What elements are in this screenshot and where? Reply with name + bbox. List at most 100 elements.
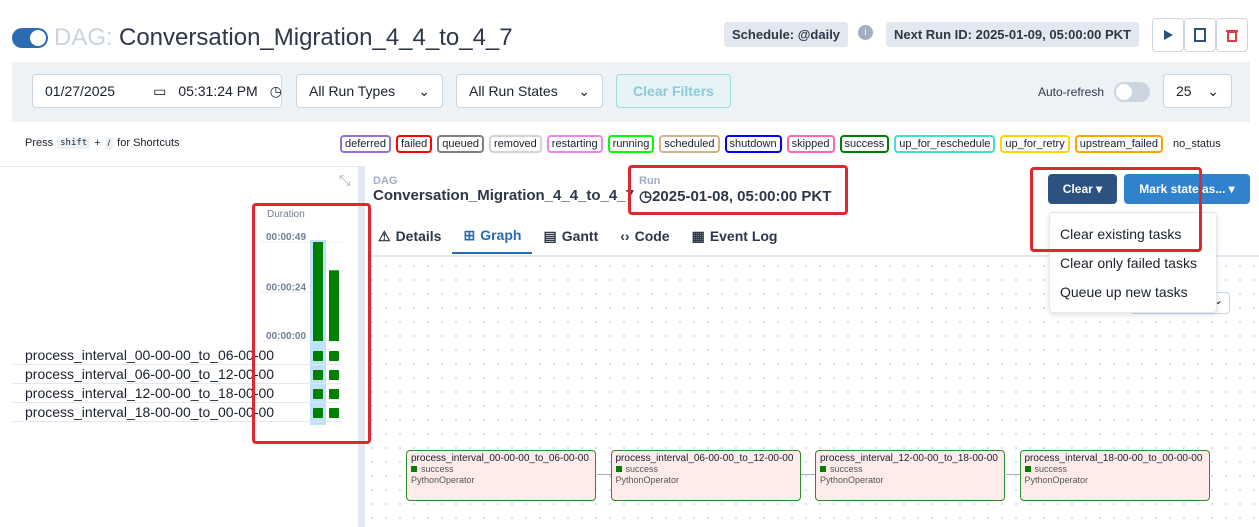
- trigger-button[interactable]: [1152, 18, 1184, 52]
- kbd: /: [104, 137, 114, 149]
- tab[interactable]: ⚠ Details: [378, 227, 442, 245]
- mark-state-text: Mark state as...: [1139, 182, 1226, 196]
- clear-button[interactable]: Clear ▾: [1048, 174, 1117, 204]
- task-node[interactable]: process_interval_06-00-00_to_12-00-00 suc…: [610, 450, 801, 501]
- state-chip[interactable]: scheduled: [659, 135, 720, 153]
- task-instance: [313, 408, 323, 418]
- task-node[interactable]: process_interval_00-00-00_to_06-00-00 suc…: [406, 450, 596, 501]
- date: 01/27/2025: [45, 83, 116, 99]
- time: 05:31:24 PM: [178, 83, 258, 99]
- state-chip[interactable]: up_for_reschedule: [894, 135, 996, 153]
- task-instance: [313, 370, 323, 380]
- run-label: Run: [639, 175, 661, 187]
- node-status: success: [820, 464, 1000, 475]
- collapse-icon[interactable]: ⤡: [339, 172, 351, 188]
- dag-id: Conversation_Migration_4_4_to_4_7: [119, 24, 513, 51]
- y-tick-label: 00:00:24: [266, 283, 306, 294]
- auto-refresh-label: Auto-refresh: [1038, 85, 1105, 99]
- dag-toggle[interactable]: [12, 28, 48, 48]
- state-chip[interactable]: restarting: [546, 135, 603, 153]
- shortcuts-hint: Press shift + / for Shortcuts: [25, 137, 180, 149]
- menu-item[interactable]: Clear existing tasks: [1060, 225, 1182, 242]
- node-operator: PythonOperator: [411, 475, 475, 485]
- task-row[interactable]: process_interval_06-00-00_to_12-00-00: [13, 365, 341, 384]
- edge: [1005, 474, 1020, 475]
- run-state-select[interactable]: All Run States ⌄: [456, 74, 603, 108]
- task-row[interactable]: process_interval_12-00-00_to_18-00-00: [13, 384, 341, 403]
- state-chip[interactable]: failed: [395, 135, 433, 153]
- state-chip[interactable]: up_for_retry: [1000, 135, 1070, 153]
- state-chip[interactable]: no_status: [1168, 135, 1226, 153]
- text: +: [94, 137, 101, 149]
- run-type-select[interactable]: All Run Types ⌄: [296, 74, 443, 108]
- node-status: success: [411, 464, 591, 475]
- state-chip[interactable]: skipped: [786, 135, 835, 153]
- state-chip[interactable]: shutdown: [724, 135, 782, 153]
- state-chip[interactable]: success: [839, 135, 890, 153]
- task-list: process_interval_00-00-00_to_06-00-00 pro…: [13, 346, 341, 422]
- info-icon[interactable]: i: [858, 25, 873, 40]
- run-types: All Run Types: [309, 83, 396, 99]
- run-id: ◷2025-01-08, 05:00:00 PKT: [639, 188, 832, 205]
- auto-refresh-toggle[interactable]: [1114, 82, 1150, 102]
- clear-filters-button[interactable]: Clear Filters: [616, 74, 731, 108]
- node-operator: PythonOperator: [820, 475, 884, 485]
- node-name: process_interval_12-00-00_to_18-00-00: [820, 453, 998, 464]
- tab[interactable]: ‹› Code: [620, 228, 670, 244]
- schedule-badge: Schedule: @daily: [724, 22, 849, 47]
- tab-label: Gantt: [561, 228, 599, 244]
- kbd: shift: [57, 137, 91, 149]
- task-node[interactable]: process_interval_12-00-00_to_18-00-00 suc…: [815, 450, 1005, 501]
- task-row[interactable]: process_interval_18-00-00_to_00-00-00: [13, 403, 341, 422]
- dag-id: Conversation_Migration_4_4_to_4_7: [373, 187, 634, 204]
- text: Press: [25, 137, 54, 149]
- page-size-select[interactable]: 25 ⌄: [1163, 74, 1232, 108]
- clear-menu: Clear existing tasks Clear only failed ta…: [1049, 212, 1217, 313]
- tab-label: Code: [634, 228, 670, 244]
- node-name: process_interval_06-00-00_to_12-00-00: [615, 453, 794, 464]
- state-chip[interactable]: queued: [437, 135, 484, 153]
- run-id-text: 2025-01-08, 05:00:00 PKT: [652, 188, 832, 205]
- task-row[interactable]: process_interval_00-00-00_to_06-00-00: [13, 346, 341, 365]
- state-chip[interactable]: upstream_failed: [1074, 135, 1163, 153]
- node-status: success: [615, 464, 796, 475]
- state-chip[interactable]: removed: [489, 135, 542, 153]
- node-operator: PythonOperator: [615, 475, 680, 485]
- task-instance: [329, 370, 339, 380]
- page-size: 25: [1176, 83, 1192, 99]
- node-name: process_interval_18-00-00_to_00-00-00: [1024, 453, 1203, 464]
- node-operator: PythonOperator: [1024, 475, 1089, 485]
- tab-label: Event Log: [709, 228, 778, 244]
- task-node[interactable]: process_interval_18-00-00_to_00-00-00 suc…: [1019, 450, 1210, 501]
- duration-chart: 00:00:00 00:00:24 00:00:49: [260, 232, 342, 425]
- tab[interactable]: ▤ Gantt: [543, 227, 599, 245]
- task-instance: [329, 408, 339, 418]
- tab-bar: ⚠ Details ⊞ Graph ▤ Gantt ‹› Code ▦ Event Log: [367, 218, 1259, 257]
- tab-label: Graph: [480, 227, 522, 243]
- delete-button[interactable]: [1216, 18, 1248, 52]
- status-text: success: [625, 464, 659, 474]
- tab[interactable]: ⊞ Graph: [452, 218, 533, 254]
- next-run-badge: Next Run ID: 2025-01-09, 05:00:00 PKT: [886, 22, 1139, 47]
- dag-label: DAG:: [54, 24, 113, 51]
- splitter[interactable]: [358, 166, 365, 527]
- run-states: All Run States: [469, 83, 558, 99]
- menu-item[interactable]: Clear only failed tasks: [1060, 254, 1197, 271]
- mark-state-button[interactable]: Mark state as... ▾: [1124, 174, 1250, 204]
- duration-bar: [313, 242, 323, 341]
- tab[interactable]: ▦ Event Log: [691, 227, 778, 245]
- task-instance: [329, 351, 339, 361]
- node-name: process_interval_00-00-00_to_06-00-00: [411, 453, 589, 464]
- y-tick-label: 00:00:00: [266, 331, 306, 342]
- edge: [596, 474, 611, 475]
- task-instance: [313, 389, 323, 399]
- menu-item[interactable]: Queue up new tasks: [1060, 283, 1188, 300]
- state-chip[interactable]: running: [607, 135, 655, 153]
- text: for Shortcuts: [117, 137, 180, 149]
- status-text: success: [1034, 464, 1068, 474]
- task-instance: [313, 351, 323, 361]
- reparse-button[interactable]: [1184, 18, 1216, 52]
- state-chip[interactable]: deferred: [340, 135, 391, 153]
- date-input[interactable]: 01/27/2025 ▭ 05:31:24 PM ◷: [32, 74, 282, 108]
